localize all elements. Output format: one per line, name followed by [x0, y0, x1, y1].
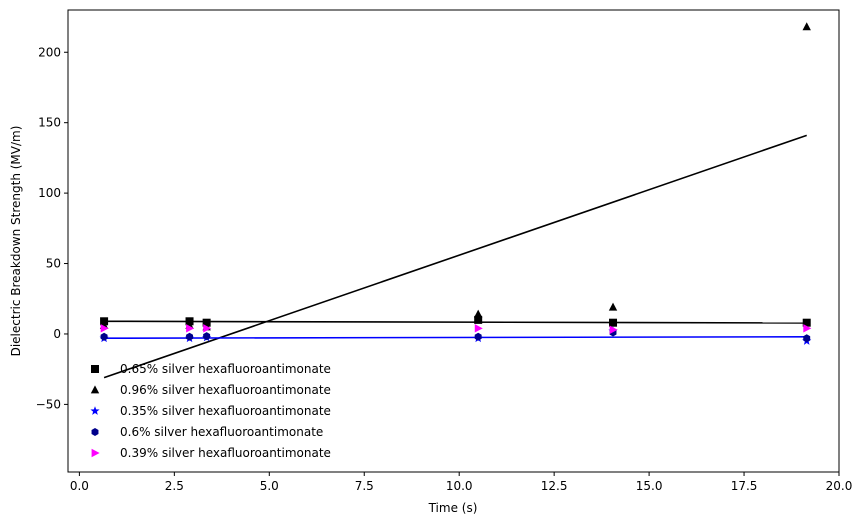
- y-tick-label: 200: [38, 45, 61, 59]
- legend-label-3: 0.6% silver hexafluoroantimonate: [120, 425, 323, 439]
- y-tick-label: 50: [46, 257, 61, 271]
- data-point-s0-4: [609, 318, 618, 327]
- fit-line-0: [104, 320, 807, 324]
- x-tick-label: 15.0: [636, 479, 663, 493]
- y-tick-label: 0: [53, 327, 61, 341]
- data-point-s4-2: [203, 324, 212, 333]
- data-point-s4-0: [100, 324, 109, 333]
- y-tick-label: −50: [36, 397, 61, 411]
- y-axis-ticks: −50 0 50 100 150 200: [36, 45, 68, 411]
- data-point-s0-5: [802, 318, 811, 327]
- x-tick-label: 7.5: [355, 479, 374, 493]
- fit-line-1: [103, 134, 807, 379]
- data-point-s1-5: [802, 22, 811, 31]
- legend-marker-1: [90, 385, 100, 394]
- legend-label-2: 0.35% silver hexafluoroantimonate: [120, 404, 331, 418]
- legend-label-1: 0.96% silver hexafluoroantimonate: [120, 383, 331, 397]
- legend-marker-4: [91, 448, 100, 458]
- data-point-s0-3: [474, 315, 483, 324]
- x-tick-label: 17.5: [731, 479, 758, 493]
- legend-marker-3: [91, 428, 99, 436]
- data-point-s3-5: [803, 334, 811, 343]
- data-point-s4-5: [803, 324, 812, 333]
- legend-marker-0: [91, 365, 99, 373]
- legend-label-0: 0.65% silver hexafluoroantimonate: [120, 362, 331, 376]
- fit-line-2: [104, 335, 807, 339]
- data-point-s3-0: [100, 332, 108, 341]
- x-tick-label: 20.0: [826, 479, 853, 493]
- x-tick-label: 12.5: [541, 479, 568, 493]
- plot-frame: [67, 9, 840, 473]
- data-point-s3-2: [203, 332, 211, 341]
- legend-label-4: 0.39% silver hexafluoroantimonate: [120, 446, 331, 460]
- legend: 0.65% silver hexafluoroantimonate 0.96% s…: [90, 362, 331, 460]
- data-points: [99, 22, 812, 345]
- x-tick-label: 5.0: [260, 479, 279, 493]
- data-point-s4-3: [474, 324, 483, 333]
- x-tick-label: 0.0: [70, 479, 89, 493]
- data-point-s1-4: [608, 302, 618, 311]
- data-point-s3-1: [186, 332, 193, 341]
- x-axis-title: Time (s): [428, 501, 478, 515]
- fit-lines: [103, 134, 807, 379]
- data-point-s4-1: [186, 324, 195, 333]
- data-point-s4-4: [609, 325, 618, 334]
- y-axis-title: Dielectric Breakdown Strength (MV/m): [9, 126, 23, 357]
- data-point-s1-3: [473, 309, 483, 318]
- x-axis-ticks: 0.0 2.5 5.0 7.5 10.0 12.5 15.0 17.5 20.0: [70, 472, 853, 493]
- y-tick-label: 100: [38, 186, 61, 200]
- x-tick-label: 2.5: [165, 479, 184, 493]
- data-point-s3-3: [474, 332, 482, 341]
- y-tick-label: 150: [38, 116, 61, 130]
- x-tick-label: 10.0: [446, 479, 473, 493]
- legend-marker-2: [90, 406, 100, 415]
